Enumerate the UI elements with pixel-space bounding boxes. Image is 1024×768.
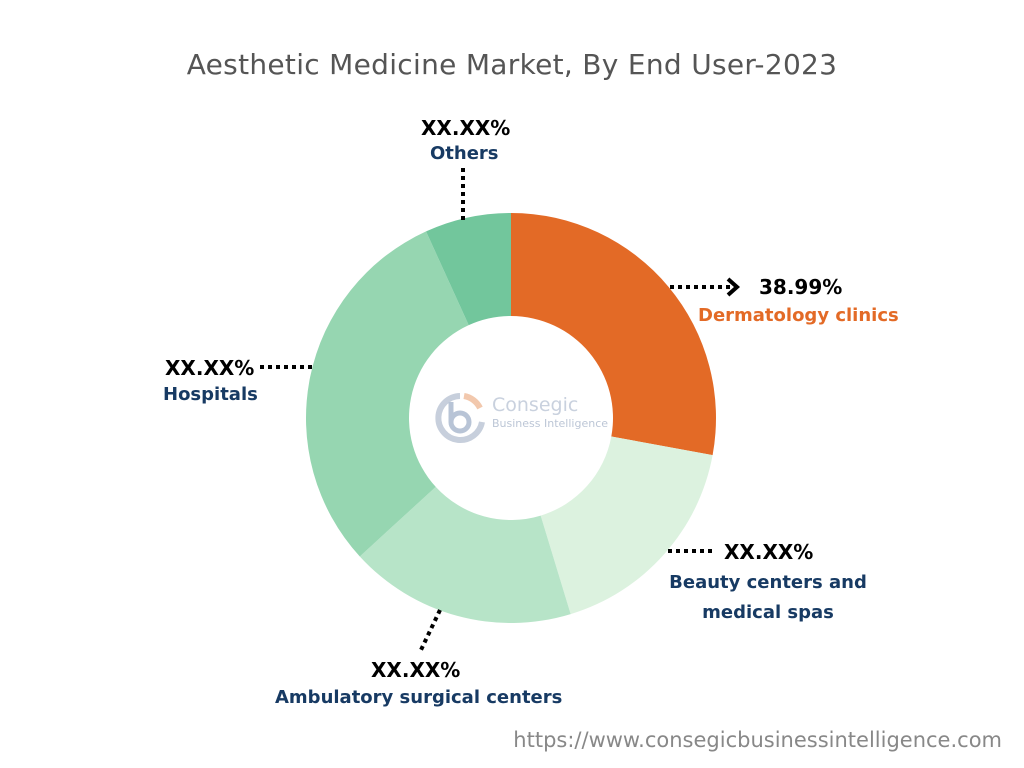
leader-ambulatory <box>418 609 442 653</box>
pct-others: XX.XX% <box>421 116 511 140</box>
pct-beauty: XX.XX% <box>724 540 814 564</box>
label-others: Others <box>430 143 499 164</box>
slice-dermatology-clinics <box>511 213 716 456</box>
slice-ambulatory-surgical-centers <box>359 486 571 623</box>
label-dermatology: Dermatology clinics <box>698 305 899 326</box>
pct-hospitals: XX.XX% <box>165 356 255 380</box>
label-ambulatory: Ambulatory surgical centers <box>275 687 563 708</box>
pct-ambulatory: XX.XX% <box>371 658 461 682</box>
slice-hospitals <box>306 231 469 557</box>
arrow-head-icon <box>726 277 741 297</box>
logo-text: Consegic <box>492 394 579 416</box>
slice-others <box>426 213 511 326</box>
pct-dermatology: 38.99% <box>759 275 843 299</box>
slice-beauty-centers-and-medical-spas <box>540 436 713 615</box>
label-beauty: Beauty centers and medical spas <box>669 572 867 623</box>
label-hospitals: Hospitals <box>163 384 258 405</box>
chart-title: Aesthetic Medicine Market, By End User-2… <box>186 48 838 81</box>
source-url[interactable]: https://www.consegicbusinessintelligence… <box>513 728 1002 752</box>
logo: Consegic Business Intelligence <box>430 388 608 452</box>
logo-mark-icon <box>435 393 485 443</box>
logo-subtext: Business Intelligence <box>492 417 609 430</box>
